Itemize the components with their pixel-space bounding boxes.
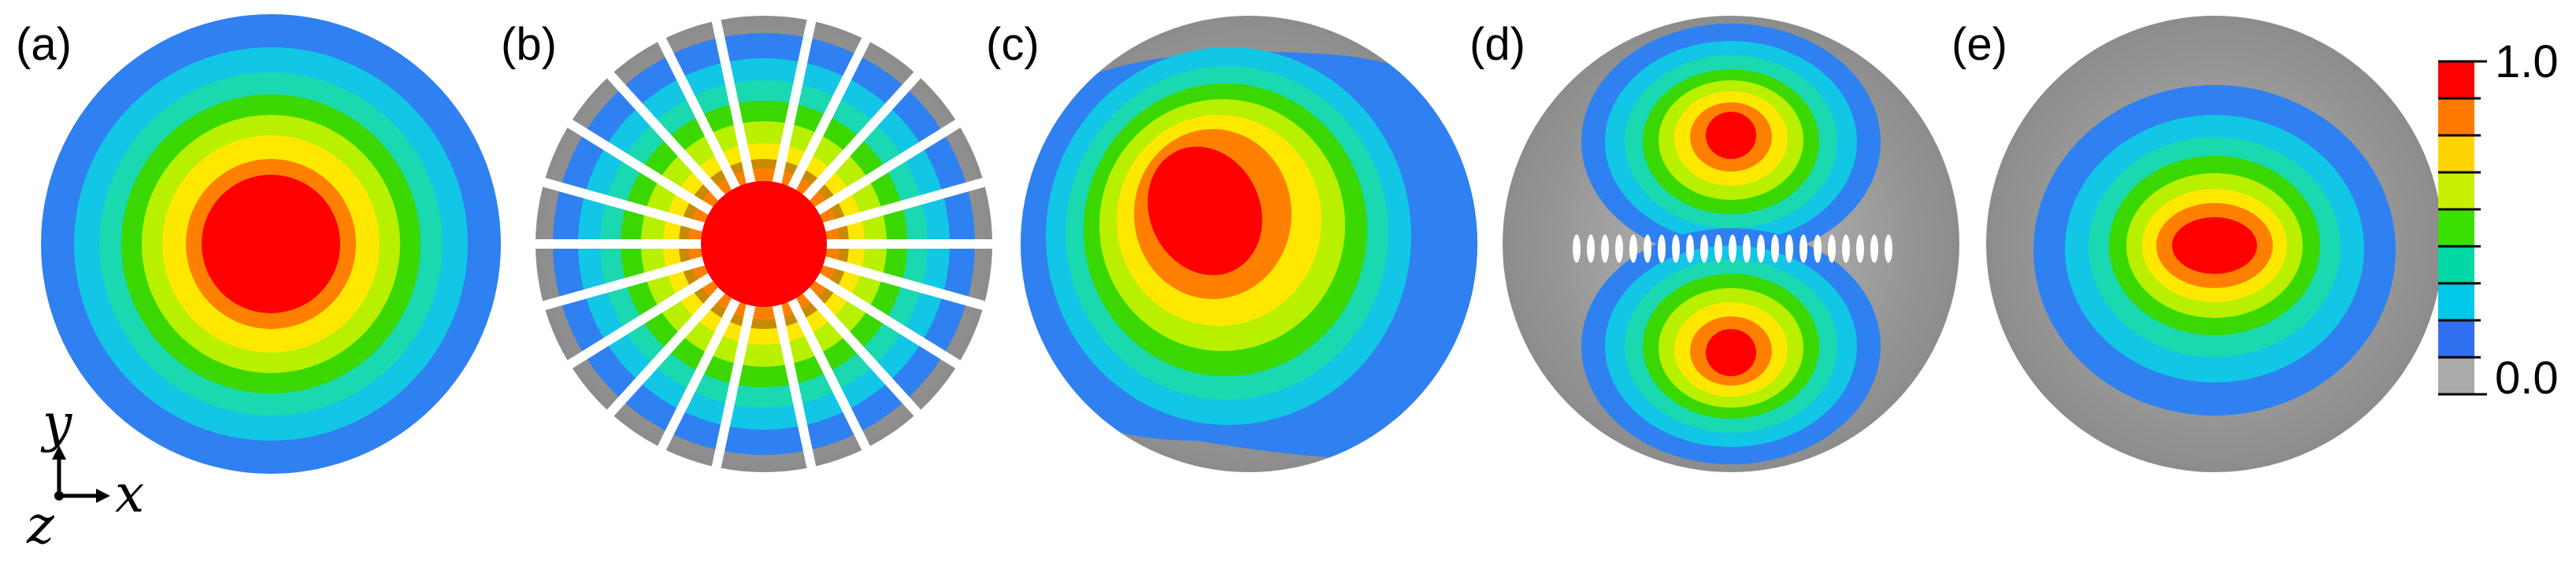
- axis-y-label: y: [40, 393, 72, 453]
- panel-label-c: (c): [986, 19, 1040, 70]
- panel-a: [41, 14, 501, 474]
- colorbar-min-label: 0.0: [2495, 353, 2559, 404]
- axis-x-label: x: [115, 464, 144, 524]
- panel-label-b: (b): [501, 19, 557, 70]
- panel-label-e: (e): [1951, 19, 2007, 70]
- panel-b: [532, 16, 995, 472]
- axis-triad: y x z: [26, 393, 144, 556]
- colorbar: 1.0 0.0: [2438, 36, 2559, 404]
- panel-label-a: (a): [16, 19, 72, 70]
- electrode-row: [1573, 235, 1892, 263]
- panel-label-d: (d): [1470, 19, 1525, 70]
- colorbar-max-label: 1.0: [2495, 36, 2559, 87]
- panel-d: [1503, 16, 1959, 472]
- panel-e: [1986, 16, 2443, 472]
- axis-z-label: z: [26, 495, 55, 556]
- panel-c: [1021, 16, 1477, 472]
